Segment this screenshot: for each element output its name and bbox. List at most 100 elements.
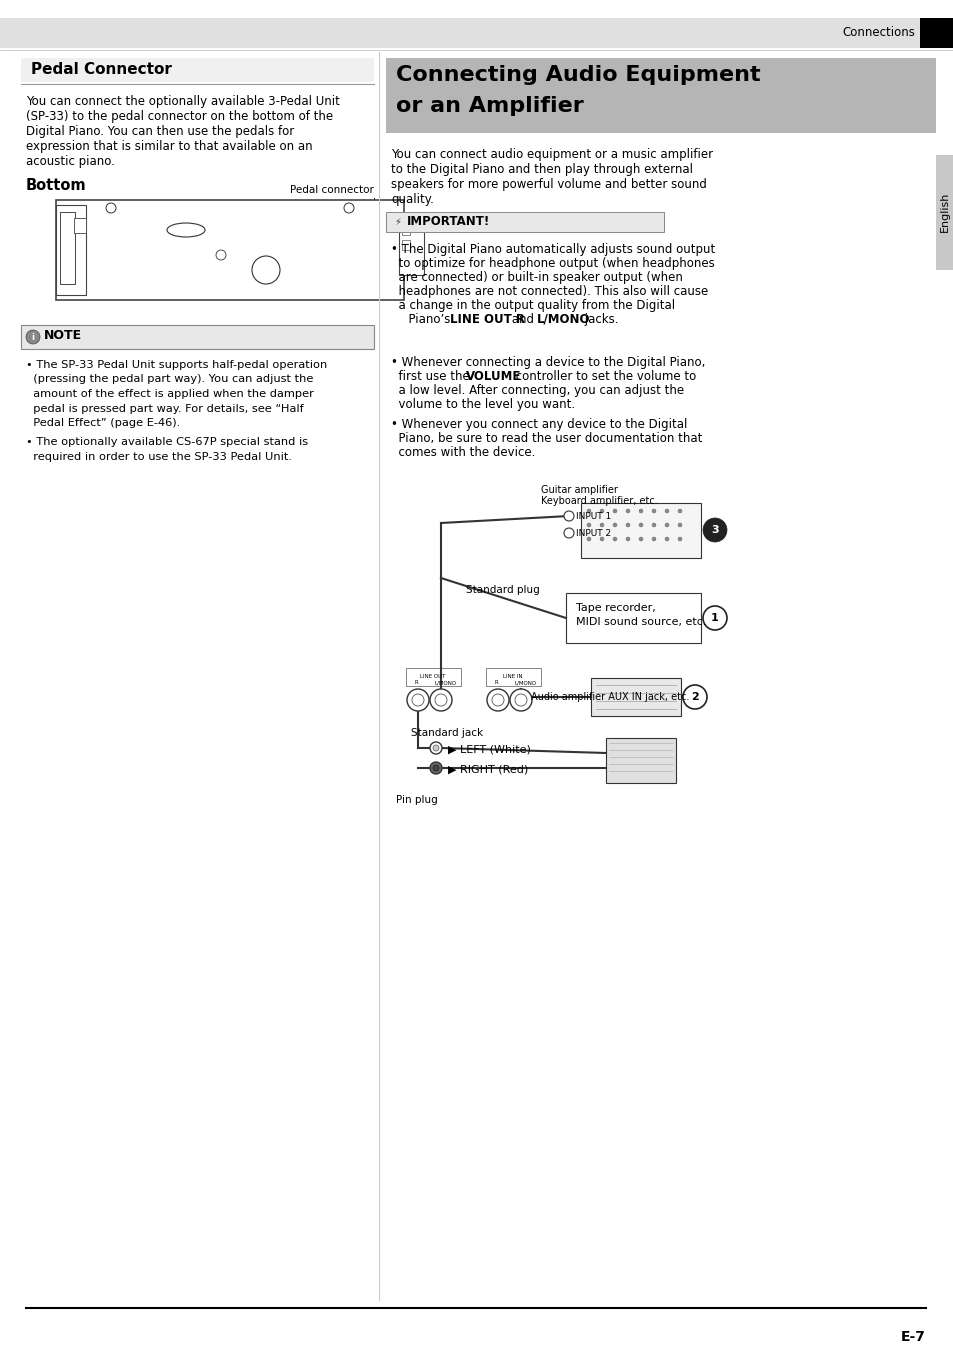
Bar	[485, 668, 540, 686]
Text: Connecting Audio Equipment: Connecting Audio Equipment	[395, 65, 760, 85]
Text: Digital Piano. You can then use the pedals for: Digital Piano. You can then use the peda…	[26, 126, 294, 138]
Bar	[74, 217, 86, 234]
Text: to the Digital Piano and then play through external: to the Digital Piano and then play throu…	[391, 163, 692, 176]
Text: and: and	[507, 313, 537, 325]
Text: LINE OUT: LINE OUT	[420, 675, 445, 679]
Text: speakers for more powerful volume and better sound: speakers for more powerful volume and be…	[391, 178, 706, 190]
Text: You can connect audio equipment or a music amplifier: You can connect audio equipment or a mus…	[391, 148, 713, 161]
Text: i: i	[31, 332, 34, 342]
Text: volume to the level you want.: volume to the level you want.	[391, 398, 575, 410]
Bar	[605, 738, 676, 783]
Text: 2: 2	[690, 693, 699, 702]
Circle shape	[510, 688, 532, 711]
Circle shape	[586, 509, 590, 513]
Bar	[406, 668, 460, 686]
Text: Standard plug: Standard plug	[465, 585, 539, 595]
Text: NOTE: NOTE	[44, 329, 82, 342]
Circle shape	[664, 537, 668, 541]
Text: • The SP-33 Pedal Unit supports half-pedal operation: • The SP-33 Pedal Unit supports half-ped…	[26, 360, 327, 370]
Text: a change in the output quality from the Digital: a change in the output quality from the …	[391, 298, 675, 312]
Text: controller to set the volume to: controller to set the volume to	[512, 370, 696, 383]
Text: Tape recorder,: Tape recorder,	[576, 603, 655, 613]
Bar	[401, 240, 410, 250]
Text: (SP-33) to the pedal connector on the bottom of the: (SP-33) to the pedal connector on the bo…	[26, 109, 333, 123]
Text: ⚡: ⚡	[394, 217, 400, 227]
Text: • Whenever connecting a device to the Digital Piano,: • Whenever connecting a device to the Di…	[391, 356, 704, 369]
Circle shape	[639, 537, 642, 541]
Circle shape	[492, 694, 503, 706]
Text: to optimize for headphone output (when headphones: to optimize for headphone output (when h…	[391, 256, 714, 270]
Text: MIDI sound source, etc.: MIDI sound source, etc.	[576, 617, 706, 626]
Bar	[56, 200, 403, 300]
Text: first use the: first use the	[391, 370, 473, 383]
Bar	[565, 593, 700, 643]
Circle shape	[344, 202, 354, 213]
Text: a low level. After connecting, you can adjust the: a low level. After connecting, you can a…	[391, 383, 683, 397]
Text: • The Digital Piano automatically adjusts sound output: • The Digital Piano automatically adjust…	[391, 243, 715, 256]
Text: Connections: Connections	[841, 27, 914, 39]
Text: Pedal connector: Pedal connector	[290, 185, 374, 194]
Text: ▶ LEFT (White): ▶ LEFT (White)	[448, 744, 530, 755]
Text: Keyboard amplifier, etc.: Keyboard amplifier, etc.	[540, 495, 657, 506]
Text: Pedal Effect” (page E-46).: Pedal Effect” (page E-46).	[26, 418, 180, 428]
Text: IMPORTANT!: IMPORTANT!	[407, 215, 490, 228]
Circle shape	[412, 694, 423, 706]
Text: jacks.: jacks.	[580, 313, 618, 325]
Circle shape	[639, 509, 642, 513]
Text: • Whenever you connect any device to the Digital: • Whenever you connect any device to the…	[391, 418, 687, 431]
Circle shape	[106, 202, 116, 213]
Text: Piano’s: Piano’s	[400, 313, 454, 325]
Circle shape	[664, 509, 668, 513]
Circle shape	[563, 512, 574, 521]
Text: pedal is pressed part way. For details, see “Half: pedal is pressed part way. For details, …	[26, 404, 303, 413]
Text: R: R	[494, 680, 497, 686]
Text: (pressing the pedal part way). You can adjust the: (pressing the pedal part way). You can a…	[26, 374, 313, 385]
Text: expression that is similar to that available on an: expression that is similar to that avail…	[26, 140, 313, 153]
Text: quality.: quality.	[391, 193, 434, 207]
Circle shape	[586, 522, 590, 526]
Bar	[386, 58, 935, 134]
Ellipse shape	[167, 223, 205, 238]
Circle shape	[407, 688, 429, 711]
Text: acoustic piano.: acoustic piano.	[26, 155, 114, 167]
Circle shape	[599, 509, 603, 513]
Text: Piano, be sure to read the user documentation that: Piano, be sure to read the user document…	[391, 432, 701, 446]
Circle shape	[430, 761, 441, 774]
Circle shape	[678, 509, 681, 513]
Bar	[21, 325, 374, 350]
Circle shape	[613, 509, 617, 513]
Text: Standard jack: Standard jack	[411, 728, 482, 738]
Circle shape	[613, 537, 617, 541]
Text: L/MONO: L/MONO	[515, 680, 537, 686]
Circle shape	[515, 694, 526, 706]
Circle shape	[430, 688, 452, 711]
Bar	[386, 212, 663, 232]
Circle shape	[625, 537, 629, 541]
Circle shape	[651, 522, 656, 526]
Bar	[590, 678, 680, 716]
Bar	[21, 58, 374, 82]
Text: 3: 3	[710, 525, 718, 535]
Text: VOLUME: VOLUME	[465, 370, 521, 383]
Bar	[401, 225, 410, 235]
Circle shape	[613, 522, 617, 526]
Text: amount of the effect is applied when the damper: amount of the effect is applied when the…	[26, 389, 314, 400]
Text: L/MONO: L/MONO	[435, 680, 456, 686]
Text: INPUT 1: INPUT 1	[576, 512, 611, 521]
Text: L/MONO: L/MONO	[537, 313, 590, 325]
Text: Guitar amplifier: Guitar amplifier	[540, 485, 618, 495]
Circle shape	[682, 684, 706, 709]
Bar	[56, 205, 86, 296]
Circle shape	[599, 522, 603, 526]
Circle shape	[702, 518, 726, 541]
Text: Pedal Connector: Pedal Connector	[30, 62, 172, 77]
Circle shape	[639, 522, 642, 526]
Bar	[935, 155, 953, 270]
Text: E-7: E-7	[901, 1330, 925, 1345]
Text: English: English	[939, 192, 949, 232]
Text: Pin plug: Pin plug	[395, 795, 437, 805]
Circle shape	[430, 743, 441, 755]
Text: ▶ RIGHT (Red): ▶ RIGHT (Red)	[448, 764, 528, 774]
Circle shape	[651, 509, 656, 513]
Text: LINE IN: LINE IN	[502, 675, 522, 679]
